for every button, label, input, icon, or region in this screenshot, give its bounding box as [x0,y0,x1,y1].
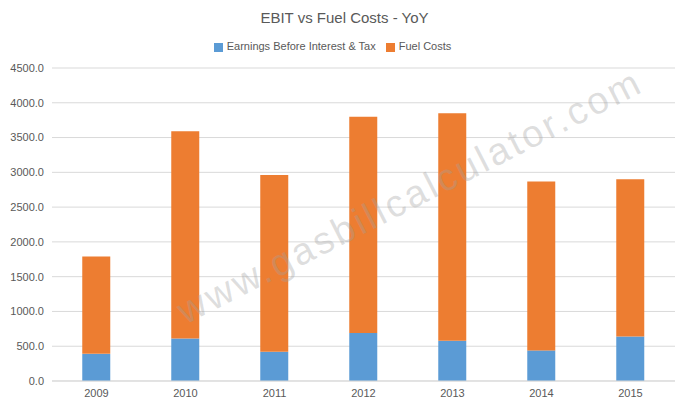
svg-text:3500.0: 3500.0 [10,131,44,143]
svg-text:2009: 2009 [84,387,108,399]
svg-text:2010: 2010 [173,387,197,399]
svg-text:1500.0: 1500.0 [10,271,44,283]
svg-text:4000.0: 4000.0 [10,97,44,109]
svg-text:3000.0: 3000.0 [10,166,44,178]
svg-text:0.0: 0.0 [29,375,44,387]
svg-text:500.0: 500.0 [16,340,44,352]
svg-text:2011: 2011 [263,387,287,399]
html-text:Earnings Before Interest & Tax: Earnings Before Interest & Tax [226,40,376,52]
svg-text:2013: 2013 [440,387,464,399]
html-text:Fuel Costs: Fuel Costs [398,40,452,52]
svg-text:2012: 2012 [351,387,375,399]
svg-text:2500.0: 2500.0 [10,201,44,213]
svg-text:4500.0: 4500.0 [10,62,44,74]
html-text:EBIT vs Fuel Costs - YoY: EBIT vs Fuel Costs - YoY [260,9,429,26]
svg-text:2014: 2014 [529,387,553,399]
svg-text:1000.0: 1000.0 [10,305,44,317]
svg-text:2000.0: 2000.0 [10,236,44,248]
html-text:www.gasbillcalculator.com: www.gasbillcalculator.com [170,60,650,332]
svg-text:2015: 2015 [618,387,642,399]
